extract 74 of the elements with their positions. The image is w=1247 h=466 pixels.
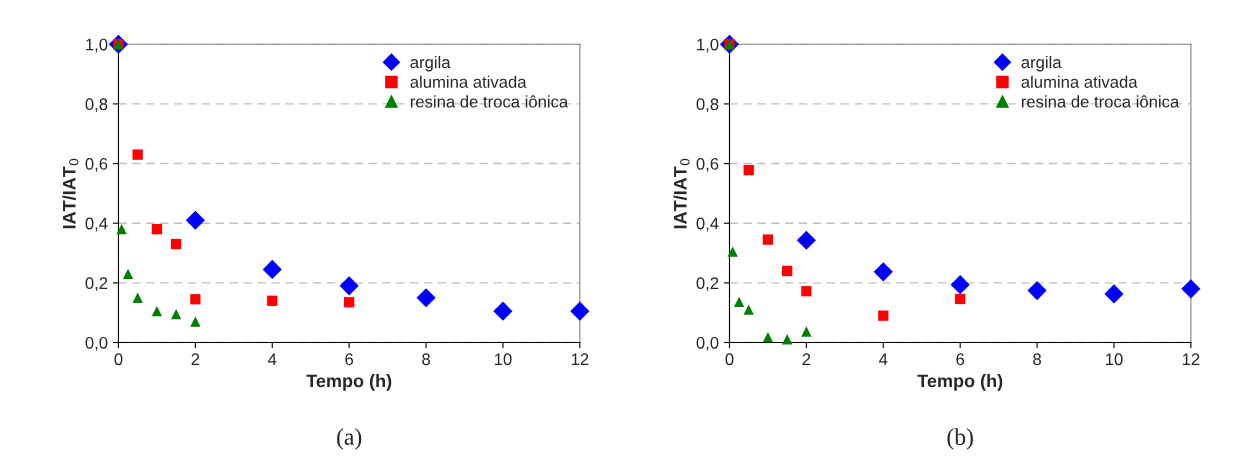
point (1027, 281, 1047, 301)
point (782, 334, 793, 345)
y-tick-label: 0,8 (85, 98, 108, 113)
y-tick-label: 0,4 (696, 217, 719, 232)
y-axis-title: IAT/IAT$_{0}$ (62, 158, 79, 229)
y-tick-label: 0,2 (696, 277, 719, 292)
point (796, 230, 816, 250)
legend-label: resina de troca iônica (410, 95, 569, 108)
y-tick-label: 1,0 (86, 38, 108, 53)
y-tick-label: 0,6 (696, 157, 719, 172)
x-tick-label: 2 (191, 353, 200, 365)
y-tick-label: 0,8 (696, 98, 719, 113)
y-tick-label: 0,4 (85, 217, 108, 232)
point (733, 296, 745, 308)
x-tick-label: 0 (725, 353, 734, 366)
point (122, 268, 134, 280)
point (190, 316, 201, 327)
text: (b) (947, 428, 973, 450)
point (170, 309, 182, 320)
x-tick-label: 8 (422, 353, 430, 366)
legend-label: alumina ativada (410, 75, 527, 88)
point (801, 286, 812, 297)
legend-label: alumina ativada (1021, 75, 1138, 88)
y-tick-label: 0,0 (85, 336, 108, 351)
point (570, 301, 590, 321)
point (132, 292, 143, 303)
point (878, 310, 889, 321)
x-tick-label: 6 (345, 353, 354, 366)
x-tick-label: 10 (494, 353, 512, 366)
point (170, 238, 182, 250)
x-tick-label: 4 (879, 353, 888, 365)
x-tick-label: 12 (1182, 353, 1200, 365)
point (782, 265, 793, 277)
legend-label: argila (1021, 55, 1062, 72)
legend-label: argila (410, 55, 451, 72)
x-tick-label: 12 (571, 353, 589, 365)
y-axis-title: IAT/IAT$_{0}$ (673, 158, 690, 229)
point (185, 210, 205, 230)
y-tick-label: 0,6 (85, 157, 108, 172)
point (339, 276, 359, 296)
point (1104, 284, 1124, 304)
point (743, 304, 754, 315)
x-axis-title: Tempo (h) (306, 374, 392, 391)
legend-label: resina de troca iônica (1021, 95, 1180, 108)
x-axis-title: Tempo (h) (917, 374, 1003, 391)
point (801, 326, 812, 337)
point (344, 297, 355, 308)
x-tick-label: 4 (268, 353, 277, 365)
point (416, 288, 436, 308)
y-tick-label: 1,0 (697, 38, 719, 53)
y-tick-label: 0,0 (696, 336, 719, 351)
x-tick-label: 6 (956, 353, 965, 366)
point (950, 275, 970, 295)
point (727, 246, 738, 257)
point (132, 149, 143, 160)
x-tick-label: 8 (1033, 353, 1041, 366)
point (1181, 279, 1201, 299)
point (151, 224, 163, 235)
point (743, 164, 754, 176)
x-tick-label: 10 (1105, 353, 1123, 366)
x-tick-label: 2 (802, 353, 811, 365)
point (262, 259, 282, 280)
point (762, 331, 774, 343)
point (493, 301, 513, 321)
point (955, 293, 966, 305)
point (116, 224, 127, 235)
point (190, 294, 201, 305)
x-tick-label: 0 (114, 353, 123, 366)
point (762, 234, 774, 245)
point (873, 262, 893, 282)
point (151, 306, 163, 317)
text: (a) (337, 428, 362, 450)
point (267, 295, 278, 306)
y-tick-label: 0,2 (85, 277, 108, 292)
